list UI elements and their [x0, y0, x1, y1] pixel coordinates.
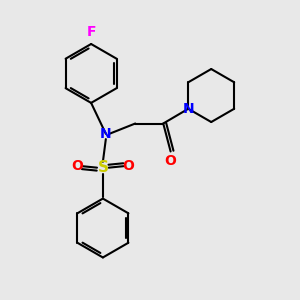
Text: N: N	[100, 127, 112, 141]
Text: O: O	[165, 154, 176, 168]
Text: S: S	[98, 160, 108, 175]
Text: N: N	[182, 102, 194, 116]
Text: O: O	[123, 159, 134, 173]
Text: F: F	[86, 25, 96, 39]
Text: O: O	[71, 159, 83, 173]
